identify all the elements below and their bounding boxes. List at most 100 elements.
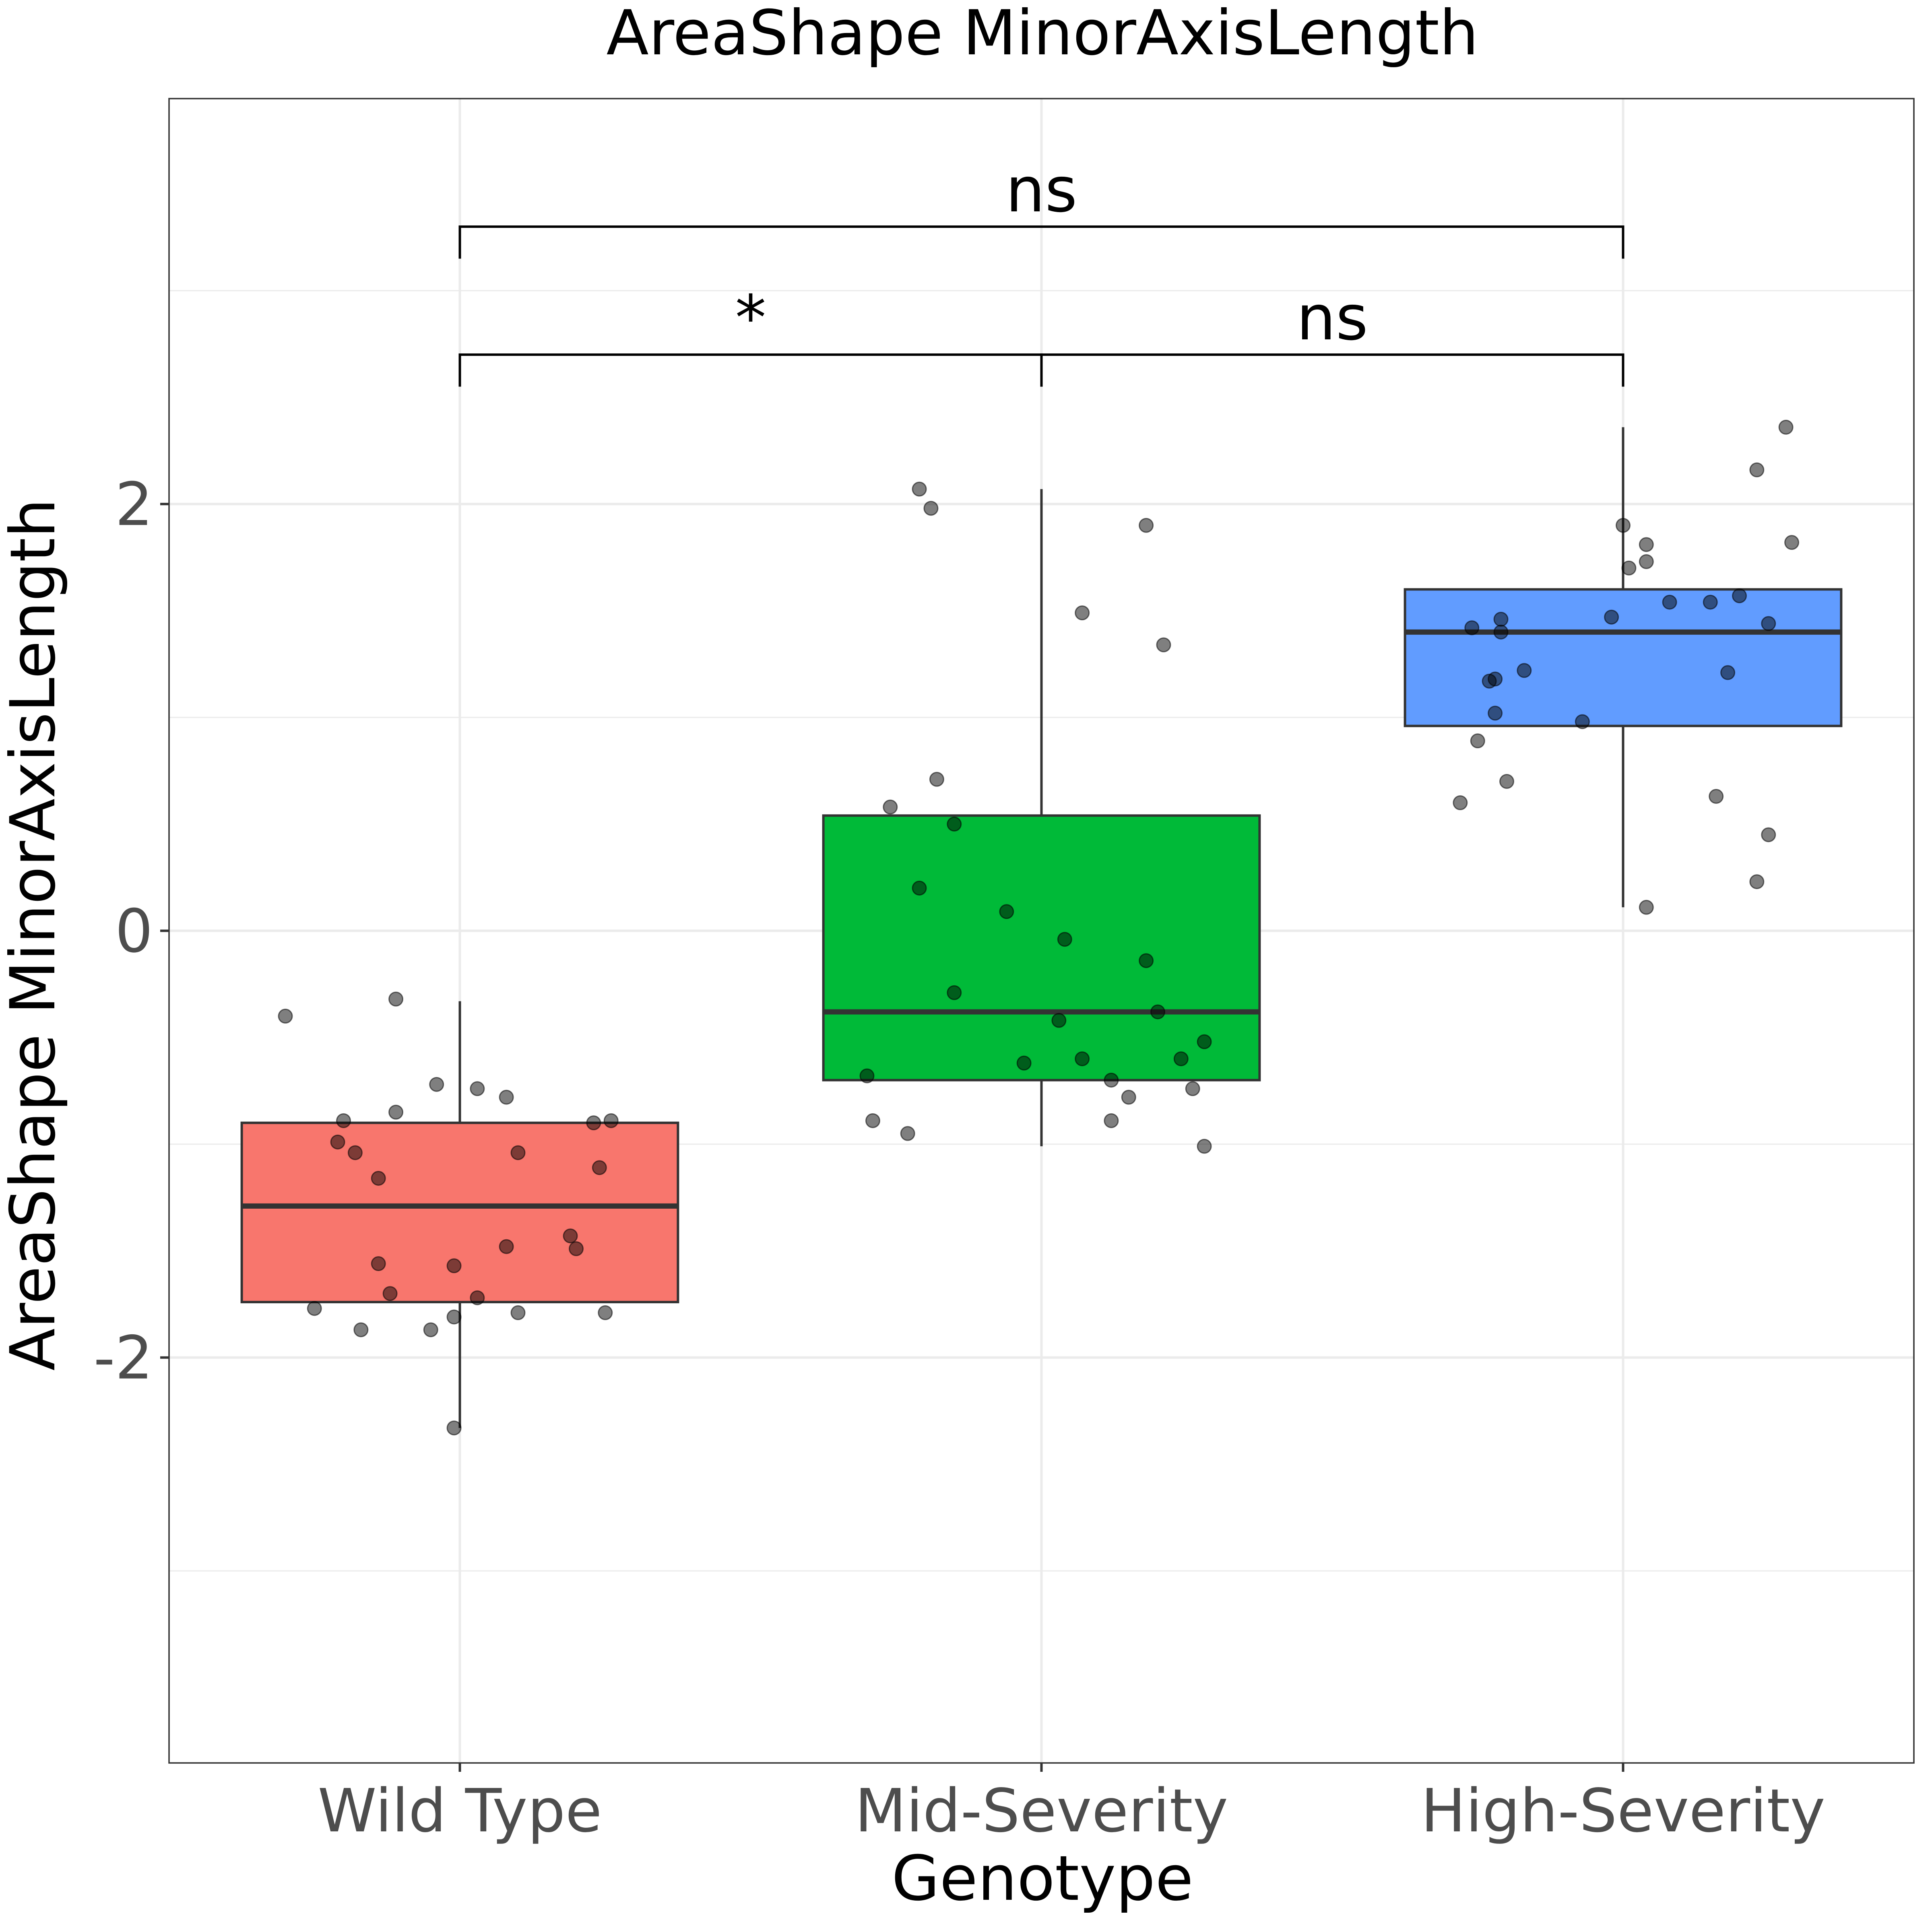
data-point	[1662, 594, 1677, 610]
data-point	[929, 772, 944, 787]
x-axis-title: Genotype	[892, 1843, 1193, 1915]
axes: -2 0 2 Wild Type Mid-Severity High-Severity	[93, 470, 1825, 1845]
significance-bracket	[1040, 353, 1624, 387]
data-point	[1703, 594, 1718, 610]
jitter-points-layer	[278, 419, 1800, 1436]
data-point	[499, 1090, 514, 1105]
data-point	[1104, 1073, 1119, 1088]
data-point	[470, 1081, 485, 1096]
data-point	[371, 1170, 386, 1186]
data-point	[1604, 609, 1619, 625]
data-point	[1732, 588, 1747, 603]
y-tick-label: -2	[93, 1323, 153, 1393]
data-point	[1104, 1113, 1119, 1128]
data-point	[470, 1290, 485, 1305]
data-point	[1173, 1051, 1189, 1067]
data-point	[330, 1134, 345, 1150]
data-point	[1639, 900, 1654, 915]
data-point	[307, 1301, 322, 1316]
data-point	[1778, 419, 1794, 435]
data-point	[1150, 1004, 1165, 1020]
x-tick-label: Wild Type	[318, 1776, 602, 1845]
data-point	[603, 1113, 619, 1128]
data-point	[1197, 1034, 1212, 1049]
data-point	[1197, 1139, 1212, 1154]
data-point	[859, 1068, 875, 1084]
data-point	[1575, 714, 1590, 729]
data-point	[586, 1115, 601, 1131]
significance-label: ns	[1006, 154, 1077, 226]
significance-brackets: * ns ns	[458, 154, 1624, 387]
data-point	[1139, 518, 1154, 533]
data-point	[423, 1322, 438, 1338]
data-point	[912, 880, 927, 896]
data-point	[912, 481, 927, 497]
data-point	[278, 1009, 293, 1024]
data-point	[510, 1305, 526, 1320]
box-2	[1404, 588, 1843, 727]
chart-title: AreaShape MinorAxisLength	[606, 0, 1478, 69]
data-point	[1761, 827, 1776, 842]
data-point	[999, 904, 1014, 919]
data-point	[1749, 874, 1765, 890]
data-point	[569, 1241, 584, 1256]
data-point	[1761, 616, 1776, 631]
data-point	[947, 985, 962, 1000]
data-point	[1784, 535, 1800, 550]
data-point	[1482, 673, 1497, 689]
data-point	[1075, 605, 1090, 621]
data-point	[336, 1113, 351, 1128]
boxes-layer	[240, 427, 1843, 1428]
significance-label: ns	[1296, 282, 1368, 354]
data-point	[371, 1256, 386, 1271]
y-tick-label: 2	[115, 470, 153, 539]
data-point	[1185, 1081, 1200, 1096]
y-tick-label: 0	[115, 897, 153, 966]
data-point	[598, 1305, 613, 1320]
data-point	[1720, 665, 1736, 680]
data-point	[947, 816, 962, 832]
data-point	[1499, 774, 1514, 789]
significance-label: *	[735, 282, 766, 354]
data-point	[347, 1145, 363, 1160]
data-point	[1493, 612, 1509, 627]
data-point	[1749, 462, 1765, 477]
data-point	[446, 1309, 462, 1325]
data-point	[1464, 620, 1480, 636]
data-point	[1016, 1055, 1032, 1071]
data-point	[883, 799, 898, 815]
box-0	[240, 1121, 679, 1303]
data-point	[1139, 953, 1154, 968]
data-point	[510, 1145, 526, 1160]
data-point	[388, 991, 404, 1007]
data-point	[1709, 789, 1724, 804]
data-point	[1051, 1013, 1067, 1028]
significance-bracket	[458, 225, 1624, 259]
data-point	[900, 1126, 915, 1141]
data-point	[1470, 733, 1485, 749]
data-point	[1493, 624, 1509, 640]
x-tick-label: Mid-Severity	[855, 1776, 1228, 1845]
data-point	[592, 1160, 607, 1175]
data-point	[382, 1286, 398, 1301]
data-point	[1057, 932, 1072, 947]
data-point	[353, 1322, 369, 1338]
data-point	[865, 1113, 880, 1128]
data-point	[1621, 560, 1637, 576]
data-point	[923, 501, 939, 516]
data-point	[1517, 663, 1532, 678]
data-point	[1121, 1090, 1136, 1105]
data-point	[1453, 795, 1468, 810]
data-point	[1156, 637, 1171, 652]
data-point	[1639, 554, 1654, 569]
data-point	[1488, 706, 1503, 721]
data-point	[1639, 537, 1654, 552]
data-point	[388, 1104, 404, 1120]
data-point	[563, 1228, 578, 1244]
y-axis-title: AreaShape MinorAxisLength	[0, 498, 69, 1371]
data-point	[446, 1420, 462, 1436]
data-point	[1075, 1051, 1090, 1067]
data-point	[499, 1239, 514, 1254]
data-point	[429, 1077, 444, 1092]
